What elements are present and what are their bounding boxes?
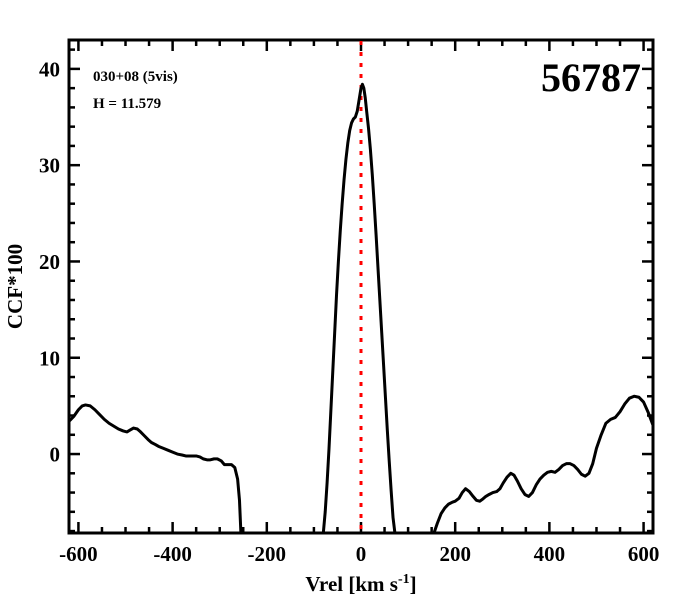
x-tick-label: -600	[59, 542, 98, 566]
x-tick-label: 400	[534, 542, 566, 566]
y-tick-label: 40	[39, 57, 60, 81]
y-axis-label: CCF*100	[3, 244, 27, 329]
plot-title: 56787	[541, 55, 641, 100]
y-tick-label: 20	[39, 250, 60, 274]
x-tick-label: 0	[356, 542, 367, 566]
y-tick-label: 10	[39, 346, 60, 370]
x-tick-label: -400	[153, 542, 192, 566]
y-tick-label: 30	[39, 154, 60, 178]
x-axis-label: Vrel [km s-1]	[305, 572, 416, 596]
x-tick-label: 600	[628, 542, 660, 566]
x-tick-label: 200	[439, 542, 471, 566]
ccf-curve	[69, 403, 243, 533]
x-tick-labels: -600 -400 -200 0 200 400 600	[59, 542, 659, 566]
y-tick-label: 0	[50, 443, 61, 467]
annotation-target: 030+08 (5vis)	[93, 69, 178, 85]
y-tick-labels: 0 10 20 30 40	[39, 57, 60, 466]
ccf-curve	[432, 394, 653, 533]
axis-ticks	[69, 40, 653, 533]
ccf-curve-group	[69, 82, 653, 533]
ccf-curve	[321, 82, 397, 533]
x-tick-label: -200	[248, 542, 287, 566]
annotation-hmag: H = 11.579	[93, 96, 161, 112]
